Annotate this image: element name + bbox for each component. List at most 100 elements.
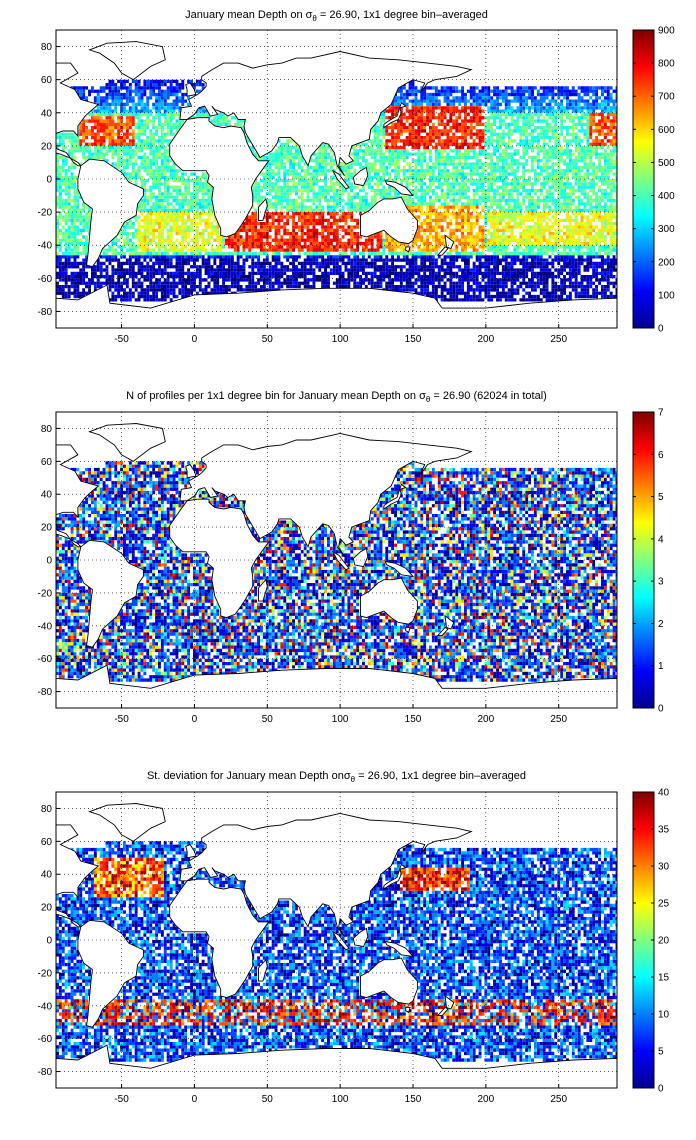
colorbar-tick-label: 600 [658, 125, 675, 136]
y-tick-label: -40 [38, 1001, 53, 1012]
chart-title: N of profiles per 1x1 degree bin for Jan… [126, 390, 547, 404]
cell-group [79, 106, 617, 252]
y-tick-label: -20 [38, 968, 53, 979]
x-tick-label: 100 [332, 1094, 349, 1105]
x-tick-label: 50 [262, 714, 274, 725]
colorbar-tick-label: 30 [658, 862, 670, 873]
landmass [436, 246, 449, 256]
x-tick-label: -50 [114, 1094, 129, 1105]
cell-group [56, 841, 617, 1062]
colorbar-tick-label: 200 [658, 257, 675, 268]
landmass [258, 958, 268, 982]
colorbar-tick-label: 15 [658, 973, 670, 984]
colorbar-tick-label: 0 [658, 704, 664, 715]
landmass [383, 102, 407, 129]
cell-group [56, 461, 617, 682]
y-tick-label: -80 [38, 307, 53, 318]
x-tick-label: 200 [478, 1094, 495, 1105]
y-tick-label: 40 [41, 870, 53, 881]
x-tick-label: -50 [114, 334, 129, 345]
landmass [384, 180, 415, 197]
landmass [436, 1006, 449, 1017]
y-tick-label: -60 [38, 274, 53, 285]
colorbar-tick-label: 25 [658, 899, 670, 910]
landmass [185, 844, 197, 859]
landmass [384, 561, 415, 578]
colorbar-tick-label: 10 [658, 1010, 670, 1021]
colorbar [632, 791, 655, 1089]
x-tick-label: 50 [262, 1094, 274, 1105]
y-tick-label: 20 [41, 523, 53, 534]
cell-group [56, 112, 617, 256]
landmass [360, 196, 418, 245]
landmass [56, 284, 617, 328]
landmass [352, 927, 369, 948]
data-cells [56, 79, 617, 302]
colorbar-tick-label: 500 [658, 158, 675, 169]
landmass [405, 246, 411, 253]
x-tick-label: 200 [478, 714, 495, 725]
colorbar-tick-label: 5 [658, 1047, 664, 1058]
colorbar-tick-label: 1 [658, 661, 664, 672]
cell-group [93, 861, 161, 898]
cell-group [58, 471, 617, 682]
y-tick-label: 0 [46, 936, 52, 947]
y-tick-label: 60 [41, 457, 53, 468]
coastlines [56, 41, 617, 328]
coastlines [56, 423, 617, 708]
landmass [360, 577, 418, 625]
landmass [56, 62, 100, 167]
chart-title: January mean Depth on σθ = 26.90, 1x1 de… [185, 9, 488, 23]
landmass [405, 626, 411, 634]
y-tick-label: 60 [41, 837, 53, 848]
landmass [331, 930, 350, 951]
y-tick-label: 60 [41, 75, 53, 86]
panel-mean-depth: January mean Depth on σθ = 26.90, 1x1 de… [38, 9, 676, 345]
y-tick-label: -60 [38, 654, 53, 665]
landmass [331, 550, 350, 571]
x-tick-label: -50 [114, 714, 129, 725]
cell-group [56, 461, 617, 682]
y-tick-label: 40 [41, 108, 53, 119]
landmass [88, 41, 166, 81]
landmass [88, 423, 166, 462]
y-tick-label: 20 [41, 903, 53, 914]
landmass [56, 824, 100, 928]
colorbar-tick-label: 5 [658, 492, 664, 503]
cell-group [56, 841, 617, 1062]
x-tick-label: 0 [192, 1094, 198, 1105]
colorbar [632, 29, 655, 329]
y-tick-label: -60 [38, 1034, 53, 1045]
landmass [405, 1006, 411, 1014]
landmass [56, 1044, 617, 1088]
landmass [383, 483, 407, 510]
y-tick-label: 80 [41, 42, 53, 53]
landmass [444, 994, 455, 1010]
landmass [56, 444, 100, 548]
colorbar-tick-label: 300 [658, 224, 675, 235]
colorbar-tick-label: 400 [658, 191, 675, 202]
landmass [360, 957, 418, 1005]
colorbar-tick-label: 3 [658, 577, 664, 588]
colorbar-tick-label: 20 [658, 936, 670, 947]
landmass [185, 464, 197, 479]
y-tick-label: 80 [41, 424, 53, 435]
panel-std-deviation: St. deviation for January mean Depth onσ… [38, 770, 670, 1105]
landmass [77, 539, 144, 648]
cell-group [137, 205, 617, 252]
colorbar-tick-label: 35 [658, 825, 670, 836]
colorbar-tick-label: 4 [658, 534, 664, 545]
colorbar-tick-label: 700 [658, 92, 675, 103]
chart-title: St. deviation for January mean Depth onσ… [147, 770, 526, 784]
landmass [383, 863, 407, 890]
data-cells [56, 461, 617, 682]
x-tick-label: 50 [262, 334, 274, 345]
y-tick-label: -40 [38, 621, 53, 632]
x-tick-label: 0 [192, 334, 198, 345]
landmass [352, 166, 369, 187]
colorbar-tick-label: 2 [658, 619, 664, 630]
cell-group [56, 461, 617, 682]
landmass [77, 919, 144, 1028]
landmass [179, 812, 473, 937]
y-tick-label: 40 [41, 490, 53, 501]
